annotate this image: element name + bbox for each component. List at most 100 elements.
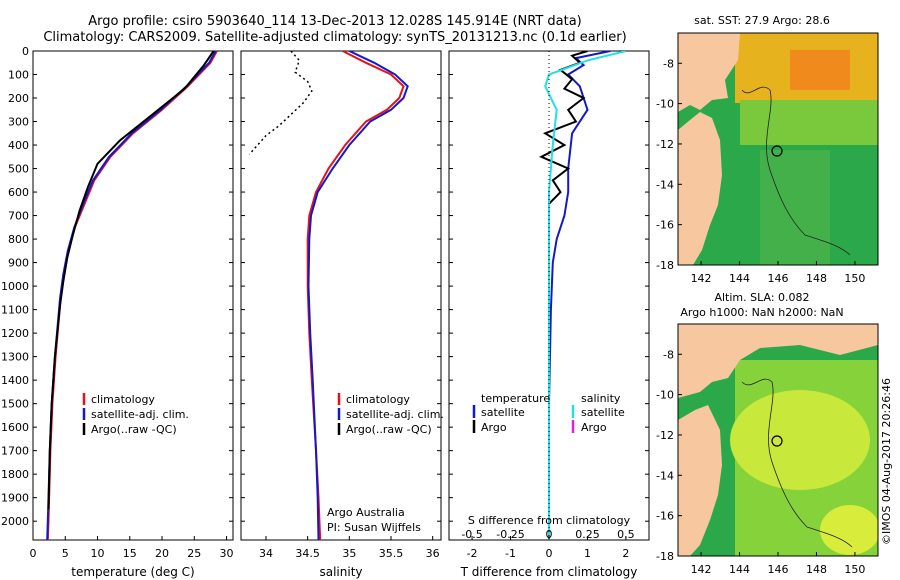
map-lat-label: -8 xyxy=(663,348,674,361)
s-difference-label: S difference from climatology xyxy=(468,514,631,527)
figure-title-line1: Argo profile: csiro 5903640_114 13-Dec-2… xyxy=(88,14,582,29)
sst-map-land xyxy=(678,33,740,265)
map-lon-label: 146 xyxy=(768,563,789,576)
imos-credit: ©IMOS 04-Aug-2017 20:26:46 xyxy=(880,378,893,545)
xtick-top-label: -0.5 xyxy=(461,528,482,541)
xtick-label: 1 xyxy=(584,547,591,560)
depth-tick-label: 900 xyxy=(8,257,29,270)
sst-map-warm-patch xyxy=(790,50,850,90)
difference-legend: temperature satellite Argo salinity sate… xyxy=(472,392,625,434)
depth-tick-label: 200 xyxy=(8,92,29,105)
map-lon-label: 148 xyxy=(806,563,827,576)
legend-label-sal-satellite: satellite xyxy=(581,406,625,419)
sla-map-shelf-contour xyxy=(741,378,853,548)
pi-annotation: PI: Susan Wijffels xyxy=(327,521,421,534)
depth-tick-label: 1000 xyxy=(1,280,29,293)
map-lat-label: -14 xyxy=(656,178,674,191)
xtick-label: 25 xyxy=(187,547,201,560)
depth-tick-label: 300 xyxy=(8,116,29,129)
map-lat-label: -18 xyxy=(656,550,674,563)
depth-tick-label: 2000 xyxy=(1,515,29,528)
sla-map-title-line2: Argo h1000: NaN h2000: NaN xyxy=(680,306,843,319)
depth-tick-label: 800 xyxy=(8,233,29,246)
legend-label-argo: Argo(..raw -QC) xyxy=(91,423,177,436)
temperature-panel-frame xyxy=(32,50,234,541)
legend-label-satellite: satellite-adj. clim. xyxy=(346,408,444,421)
series-line-temperature-0 xyxy=(46,51,218,540)
depth-tick-label: 1500 xyxy=(1,398,29,411)
xtick-top-label: 0.5 xyxy=(617,528,635,541)
map-lat-label: -12 xyxy=(656,429,674,442)
sst-map xyxy=(678,33,878,265)
legend-label-satellite: satellite-adj. clim. xyxy=(91,408,189,421)
map-lat-label: -10 xyxy=(656,98,674,111)
figure-title-line2: Climatology: CARS2009. Satellite-adjuste… xyxy=(43,30,627,45)
series-line-difference-0 xyxy=(548,51,611,540)
salinity-xlabel: salinity xyxy=(319,565,362,579)
sla-map-high-patch-2 xyxy=(820,505,878,555)
map-lon-label: 142 xyxy=(691,563,712,576)
map-lat-label: -16 xyxy=(656,510,674,523)
depth-tick-label: 600 xyxy=(8,186,29,199)
depth-tick-label: 400 xyxy=(8,139,29,152)
legend-label-climatology: climatology xyxy=(91,393,155,406)
series-line-salinity-1 xyxy=(307,51,409,540)
xtick-label: 30 xyxy=(220,547,234,560)
sst-map-title: sat. SST: 27.9 Argo: 28.6 xyxy=(694,14,830,27)
sst-map-argo-position xyxy=(771,145,783,157)
depth-tick-label: 1800 xyxy=(1,468,29,481)
depth-tick-label: 0 xyxy=(22,45,29,58)
map-lat-label: -10 xyxy=(656,389,674,402)
sla-map-argo-position xyxy=(771,435,783,447)
depth-tick-label: 1400 xyxy=(1,374,29,387)
xtick-label: 2 xyxy=(622,547,629,560)
series-line-difference-2 xyxy=(544,51,627,540)
xtick-label: 5 xyxy=(62,547,69,560)
xtick-top-label: -0.25 xyxy=(496,528,524,541)
xtick-top-label: 0 xyxy=(546,528,553,541)
legend-label-sal-argo: Argo xyxy=(581,421,607,434)
map-lat-label: -12 xyxy=(656,138,674,151)
map-lat-label: -14 xyxy=(656,469,674,482)
map-lon-label: 148 xyxy=(806,272,827,285)
depth-tick-label: 100 xyxy=(8,69,29,82)
depth-tick-label: 500 xyxy=(8,163,29,176)
depth-tick-label: 1600 xyxy=(1,421,29,434)
xtick-label: 0 xyxy=(546,547,553,560)
operator-annotation: Argo Australia xyxy=(327,506,405,519)
legend-label-temp-argo: Argo xyxy=(481,421,507,434)
series-line-salinity-2 xyxy=(248,51,313,155)
depth-tick-label: 1100 xyxy=(1,304,29,317)
depth-tick-label: 1300 xyxy=(1,351,29,364)
map-lon-label: 150 xyxy=(844,272,865,285)
series-line-temperature-2 xyxy=(47,51,215,510)
xtick-label: 34.5 xyxy=(295,547,320,560)
map-lon-label: 146 xyxy=(768,272,789,285)
xtick-label: 36 xyxy=(426,547,440,560)
depth-tick-label: 700 xyxy=(8,210,29,223)
legend-salinity-header: salinity xyxy=(581,392,621,405)
xtick-label: 34 xyxy=(259,547,273,560)
xtick-top-label: 0.25 xyxy=(575,528,600,541)
temperature-legend: climatology satellite-adj. clim. Argo(..… xyxy=(82,393,189,436)
sla-map-high-patch xyxy=(730,390,870,490)
depth-tick-label: 1200 xyxy=(1,327,29,340)
xtick-label: 35.5 xyxy=(379,547,404,560)
xtick-label: -1 xyxy=(505,547,516,560)
legend-label-temp-satellite: satellite xyxy=(481,406,525,419)
sla-map xyxy=(678,324,878,556)
xtick-label: 10 xyxy=(91,547,105,560)
xtick-label: 15 xyxy=(123,547,137,560)
map-lat-label: -8 xyxy=(663,57,674,70)
depth-tick-label: 1900 xyxy=(1,492,29,505)
depth-tick-label: 1700 xyxy=(1,445,29,458)
series-line-salinity-0 xyxy=(306,51,405,540)
map-lat-label: -16 xyxy=(656,219,674,232)
xtick-label: 0 xyxy=(30,547,37,560)
xtick-label: -2 xyxy=(467,547,478,560)
salinity-legend: climatology satellite-adj. clim. Argo(..… xyxy=(337,393,444,436)
sla-map-land xyxy=(678,324,878,556)
legend-label-argo: Argo(..raw -QC) xyxy=(346,423,432,436)
map-lon-label: 144 xyxy=(729,272,750,285)
